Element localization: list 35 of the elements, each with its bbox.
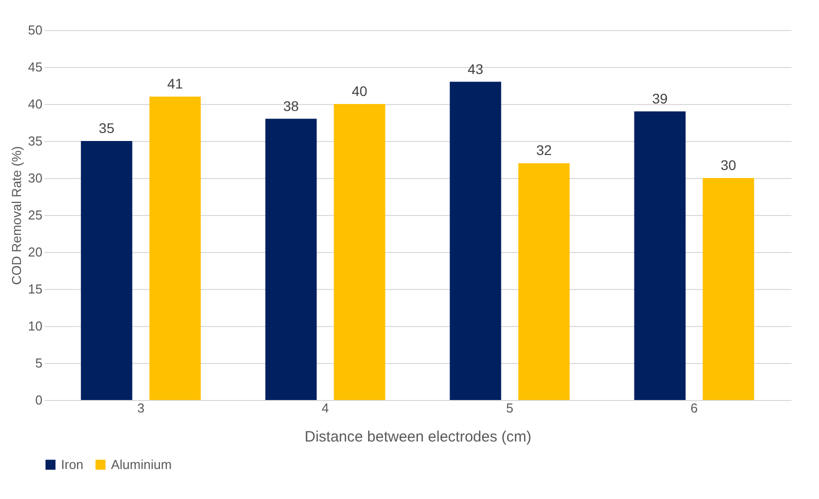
y-tick-label: 20	[28, 244, 42, 260]
y-tick-label: 45	[28, 60, 42, 74]
y-tick-label: 15	[28, 282, 42, 296]
data-label: 43	[468, 60, 484, 77]
data-label: 41	[167, 76, 184, 92]
bar	[149, 96, 201, 400]
bar	[80, 141, 132, 400]
data-label: 38	[283, 98, 300, 114]
y-axis-title: COD Removal Rate (%)	[9, 146, 24, 285]
data-label: 35	[98, 120, 115, 136]
x-axis-title: Distance between electrodes (cm)	[304, 428, 532, 446]
legend-label: Iron	[61, 456, 84, 472]
data-label: 39	[652, 90, 668, 106]
x-tick-label: 5	[506, 400, 514, 416]
bar	[634, 111, 686, 400]
y-tick-label: 50	[28, 22, 42, 38]
data-label: 30	[720, 157, 736, 173]
y-tick-label: 35	[28, 134, 42, 148]
data-label: 32	[536, 142, 552, 158]
y-tick-label: 40	[28, 96, 42, 112]
data-label: 40	[352, 83, 368, 99]
y-tick-label: 0	[35, 392, 42, 408]
x-tick-label: 4	[322, 400, 329, 416]
bar	[702, 178, 754, 400]
y-tick-label: 25	[28, 208, 42, 222]
legend-label: Aluminium	[111, 456, 172, 472]
bar	[450, 82, 502, 400]
y-tick-label: 10	[28, 318, 42, 334]
x-tick-label: 3	[137, 400, 144, 416]
bar	[334, 104, 386, 400]
x-tick-label: 6	[690, 400, 698, 416]
bar	[518, 163, 570, 400]
y-tick-label: 5	[35, 356, 42, 370]
bar	[265, 118, 317, 400]
y-tick-label: 30	[28, 170, 42, 186]
